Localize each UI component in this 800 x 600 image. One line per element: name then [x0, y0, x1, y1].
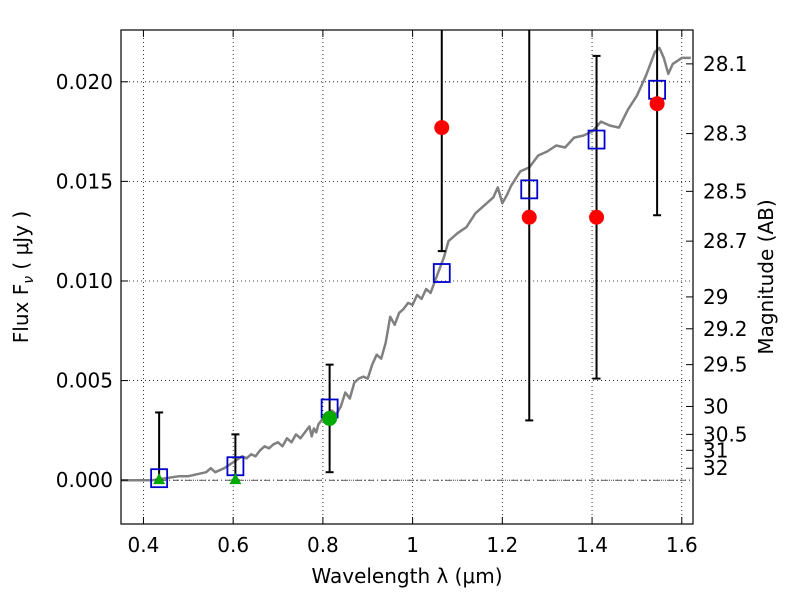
y-tick-label: 0.020: [56, 70, 113, 94]
y2-tick-label: 29.2: [703, 317, 748, 341]
x-tick-label: 1.6: [666, 533, 698, 557]
model-point-square: [587, 129, 606, 150]
y-axis-label-main: Flux F: [9, 284, 33, 343]
y2-tick-label: 32: [703, 456, 728, 480]
red-point: [434, 120, 450, 136]
plot-area: [121, 30, 693, 489]
x-tick-label: 1.4: [576, 533, 608, 557]
y-axis-label-unit: ( μJy ): [9, 211, 33, 276]
x-axis-label: Wavelength λ (μm): [311, 564, 502, 588]
grid: [121, 30, 693, 524]
red-point: [521, 209, 537, 225]
axes-frame: [120, 29, 694, 525]
model-point-square: [520, 179, 539, 200]
y2-tick-label: 28.5: [703, 179, 748, 203]
y2-axis-label: Magnitude (AB): [754, 199, 778, 354]
y-axis-label-subscript: ν: [21, 276, 37, 284]
y2-tick-label: 28.1: [703, 52, 748, 76]
x-tick-label: 1.2: [486, 533, 518, 557]
red-point: [649, 96, 665, 112]
y-tick-label: 0.005: [56, 369, 113, 393]
green-limit-triangle: [229, 473, 242, 485]
y2-tick-label: 28.3: [703, 122, 748, 146]
x-tick-label: 0.8: [307, 533, 339, 557]
y-tick-label: 0.015: [56, 169, 113, 193]
red-point: [589, 209, 605, 225]
y-tick-label: 0.010: [56, 269, 113, 293]
x-tick-label: 0.4: [128, 533, 160, 557]
model-point-square: [150, 468, 169, 489]
y-tick-label: 0.000: [56, 468, 113, 492]
green-limit-triangle: [153, 473, 166, 485]
y-axis-label: Flux Fν ( μJy ): [9, 211, 37, 343]
axis-ticks: 0.4 0.6 0.8 1 1.2 1.4 1.6 0.000 0.005 0.010 0.015 0…: [56, 30, 748, 557]
x-tick-label: 1: [406, 533, 419, 557]
model-sed-line: [121, 46, 691, 482]
y2-tick-label: 31: [703, 438, 728, 462]
y2-tick-label: 29: [703, 285, 728, 309]
y2-tick-label: 29.5: [703, 353, 748, 377]
y2-tick-label: 30: [703, 394, 728, 418]
model-point-square: [432, 263, 451, 283]
y2-tick-label: 28.7: [703, 229, 748, 253]
x-tick-label: 0.6: [217, 533, 249, 557]
green-point: [322, 410, 338, 426]
y2-tick-label: 30.5: [703, 422, 748, 446]
